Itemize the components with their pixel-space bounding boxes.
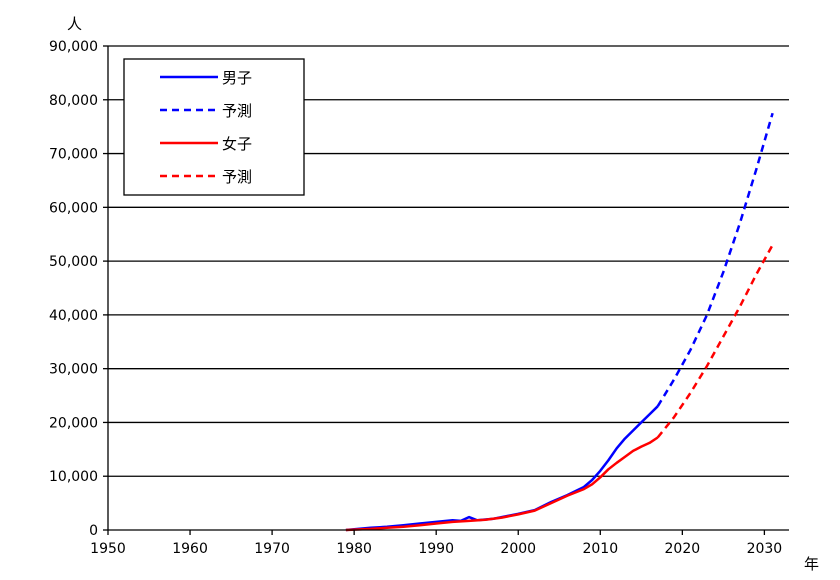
x-tick-label-4: 1990 <box>418 541 454 557</box>
y-tick-label-2: 20,000 <box>49 415 98 431</box>
y-tick-label-0: 0 <box>89 523 98 539</box>
x-tick-label-5: 2000 <box>500 541 536 557</box>
series-lines <box>345 112 774 532</box>
y-tick-label-8: 80,000 <box>49 93 98 109</box>
legend-label-1: 予測 <box>222 102 252 120</box>
legend-label-2: 女子 <box>222 135 252 153</box>
y-tick-label-9: 90,000 <box>49 39 98 55</box>
x-tick-label-1: 1960 <box>172 541 208 557</box>
y-axis-unit-label: 人 <box>67 15 82 33</box>
legend-label-0: 男子 <box>222 69 252 87</box>
y-tick-label-5: 50,000 <box>49 254 98 270</box>
x-axis-tick-labels: 1950 1960 1970 1980 1990 2000 2010 2020 2030 <box>90 541 782 557</box>
series-line-2 <box>345 436 659 532</box>
y-tick-label-3: 30,000 <box>49 362 98 378</box>
y-tick-label-1: 10,000 <box>49 469 98 485</box>
y-tick-label-6: 60,000 <box>49 200 98 216</box>
series-line-1 <box>656 112 774 407</box>
y-axis-tick-labels: 0 10,000 20,000 30,000 40,000 50,000 60,000 70,… <box>49 39 98 539</box>
legend-label-3: 予測 <box>222 168 252 186</box>
series-line-3 <box>656 244 774 439</box>
y-tick-label-7: 70,000 <box>49 147 98 163</box>
x-tick-label-8: 2030 <box>747 541 783 557</box>
axes <box>103 45 789 535</box>
x-tick-label-2: 1970 <box>254 541 290 557</box>
x-tick-label-7: 2020 <box>665 541 701 557</box>
y-tick-label-4: 40,000 <box>49 308 98 324</box>
x-axis-unit-label: 年 <box>804 555 819 573</box>
x-tick-label-6: 2010 <box>582 541 618 557</box>
x-tick-label-3: 1980 <box>336 541 372 557</box>
legend-box <box>123 58 305 196</box>
x-tick-label-0: 1950 <box>90 541 126 557</box>
